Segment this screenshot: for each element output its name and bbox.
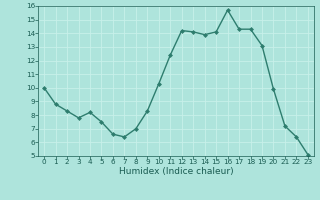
X-axis label: Humidex (Indice chaleur): Humidex (Indice chaleur) (119, 167, 233, 176)
